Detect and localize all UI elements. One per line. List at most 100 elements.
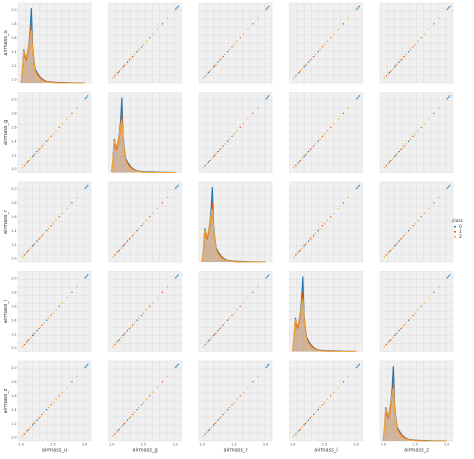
y-tick-label: 1.6 <box>11 304 16 308</box>
scatter-point <box>226 50 229 53</box>
scatter-point <box>209 70 211 72</box>
scatter-point <box>326 40 329 42</box>
kde-fill-class-2 <box>383 387 447 441</box>
scatter-point <box>305 242 308 244</box>
y-axis-label: airmass_g <box>3 120 9 145</box>
scatter-point <box>447 96 450 99</box>
scatter-point <box>395 333 397 335</box>
scatter-point <box>207 340 210 342</box>
scatter-point <box>293 77 295 79</box>
scatter-point <box>312 234 315 237</box>
scatter-point <box>126 329 129 332</box>
scatter-point <box>298 161 300 163</box>
scatter-point <box>166 375 169 378</box>
scatter-point <box>122 424 124 426</box>
scatter-point <box>357 186 359 188</box>
scatter-point <box>126 61 129 63</box>
scatter-point <box>295 254 297 256</box>
scatter-point <box>390 70 392 72</box>
scatter-point <box>33 154 35 156</box>
scatter-point <box>130 57 132 60</box>
scatter-point <box>309 59 312 61</box>
scatter-point <box>133 411 136 414</box>
scatter-point <box>311 147 313 149</box>
scatter-point <box>122 334 124 337</box>
panel-airmass_z-vs-airmass_r: 1.0 1.5 2.0 airmass_r <box>198 360 273 454</box>
scatter-point <box>420 305 422 307</box>
scatter-point <box>39 326 41 328</box>
scatter-point <box>412 225 414 227</box>
scatter-point <box>393 155 396 158</box>
x-axis-label: airmass_g <box>132 448 157 454</box>
scatter-point <box>61 123 64 125</box>
scatter-point <box>50 314 52 317</box>
scatter-point <box>41 324 43 326</box>
scatter-point <box>236 130 238 132</box>
kde-line-class-2 <box>382 387 447 442</box>
scatter-point <box>36 240 38 242</box>
scatter-point <box>58 216 60 218</box>
scatter-point <box>87 363 89 366</box>
scatter-point <box>120 336 122 339</box>
scatter-point <box>266 7 269 9</box>
scatter-point <box>420 126 422 128</box>
scatter-point <box>398 240 400 242</box>
scatter-point <box>124 421 127 423</box>
scatter-point <box>333 33 335 36</box>
scatter-point <box>38 238 40 240</box>
scatter-point <box>337 28 340 31</box>
scatter-point <box>71 202 73 204</box>
scatter-point <box>312 413 315 416</box>
scatter-point <box>204 164 207 167</box>
scatter-point <box>449 184 451 187</box>
scatter-point <box>76 107 78 109</box>
scatter-point <box>301 426 303 428</box>
scatter-point <box>400 327 402 330</box>
scatter-point <box>299 428 301 430</box>
scatter-point <box>420 216 422 218</box>
scatter-point <box>446 277 448 279</box>
scatter-point <box>305 153 308 155</box>
scatter-point <box>138 317 140 319</box>
scatter-point <box>114 254 116 256</box>
x-tick-label: 1.0 <box>290 443 295 447</box>
scatter-point <box>87 95 89 97</box>
scatter-point <box>117 429 119 432</box>
panel-airmass_r-vs-airmass_r <box>198 181 273 263</box>
scatter-point <box>317 408 319 411</box>
y-axis-label: airmass_i <box>3 300 9 323</box>
scatter-point <box>50 225 52 227</box>
scatter-point <box>417 130 419 132</box>
scatter-point <box>58 305 60 307</box>
scatter-point <box>299 249 301 251</box>
scatter-point <box>39 147 41 149</box>
scatter-point <box>403 55 405 58</box>
scatter-point <box>319 227 321 230</box>
scatter-point <box>136 408 138 411</box>
scatter-point <box>449 5 451 8</box>
scatter-point <box>114 75 116 77</box>
y-tick-label: 1.8 <box>11 380 16 384</box>
scatter-point <box>212 424 215 426</box>
scatter-point <box>161 202 164 204</box>
kde-fill-class-2 <box>292 298 357 352</box>
scatter-point <box>347 375 350 378</box>
scatter-point <box>33 243 35 246</box>
scatter-point <box>31 334 34 337</box>
scatter-point <box>417 309 419 311</box>
scatter-point <box>317 140 319 142</box>
scatter-point <box>337 386 340 389</box>
scatter-point <box>401 57 403 60</box>
scatter-point <box>66 386 68 389</box>
scatter-point <box>398 329 400 332</box>
scatter-point <box>305 63 308 65</box>
scatter-point <box>239 126 241 128</box>
scatter-point <box>145 398 148 400</box>
scatter-point <box>140 404 143 406</box>
scatter-point <box>309 417 312 419</box>
scatter-point <box>215 421 217 423</box>
scatter-point <box>393 334 396 337</box>
scatter-point <box>202 77 205 79</box>
scatter-point <box>58 126 60 128</box>
panel-airmass_i-vs-airmass_i <box>289 271 363 353</box>
